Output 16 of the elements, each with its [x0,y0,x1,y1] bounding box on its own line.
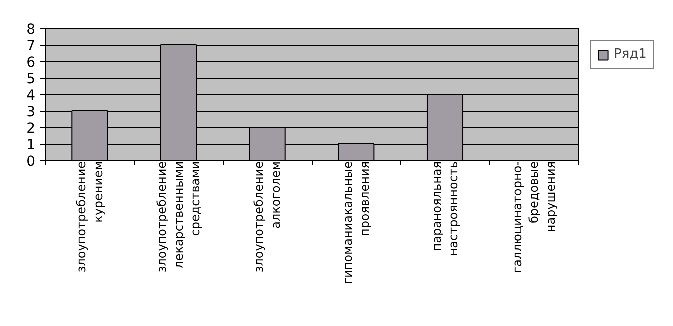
y-tick-label: 2 [26,121,36,137]
y-tick-label: 6 [26,55,36,71]
x-tick-label: гипоманиакальные проявления [341,161,372,284]
y-tick-label: 3 [26,104,36,120]
legend-label: Ряд1 [614,47,647,62]
y-tick-label: 7 [26,38,36,54]
x-tick-label: галлюцинаторно-бредовые нарушения [510,161,558,274]
y-tick-label: 8 [26,22,36,38]
y-tick-label: 5 [26,72,36,88]
x-tick-label: злоупотребление лекарственными средствами [154,161,203,273]
y-tick-label: 4 [26,88,36,104]
x-tick-label: паранояльная настроянность [430,161,461,256]
x-tick-label: злоупотребление алкоголем [252,161,283,273]
y-tick-label: 0 [26,154,36,170]
x-tick-label: злоупотребление курением [74,161,106,273]
y-tick-label: 1 [26,138,36,154]
